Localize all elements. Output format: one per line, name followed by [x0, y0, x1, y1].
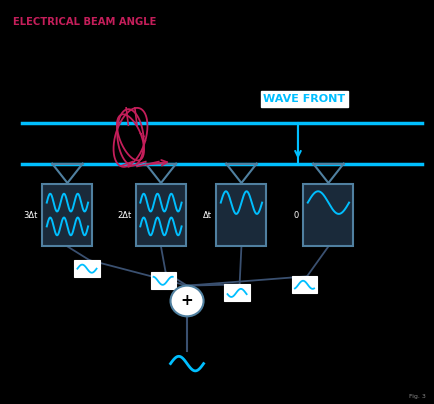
FancyBboxPatch shape [216, 184, 266, 246]
FancyBboxPatch shape [150, 272, 175, 289]
FancyBboxPatch shape [224, 284, 249, 301]
FancyBboxPatch shape [74, 260, 99, 277]
FancyBboxPatch shape [43, 184, 92, 246]
FancyBboxPatch shape [291, 276, 316, 293]
Text: +: + [180, 293, 193, 309]
Text: Fig. 3: Fig. 3 [408, 394, 425, 399]
Text: 0: 0 [293, 210, 299, 220]
Text: ELECTRICAL BEAM ANGLE: ELECTRICAL BEAM ANGLE [13, 17, 156, 27]
FancyBboxPatch shape [135, 184, 186, 246]
FancyBboxPatch shape [303, 184, 352, 246]
Text: 2Δt: 2Δt [117, 210, 131, 220]
Text: Δt: Δt [203, 210, 212, 220]
Text: 3Δt: 3Δt [23, 210, 38, 220]
Text: WAVE FRONT: WAVE FRONT [263, 94, 345, 104]
Circle shape [170, 286, 203, 316]
